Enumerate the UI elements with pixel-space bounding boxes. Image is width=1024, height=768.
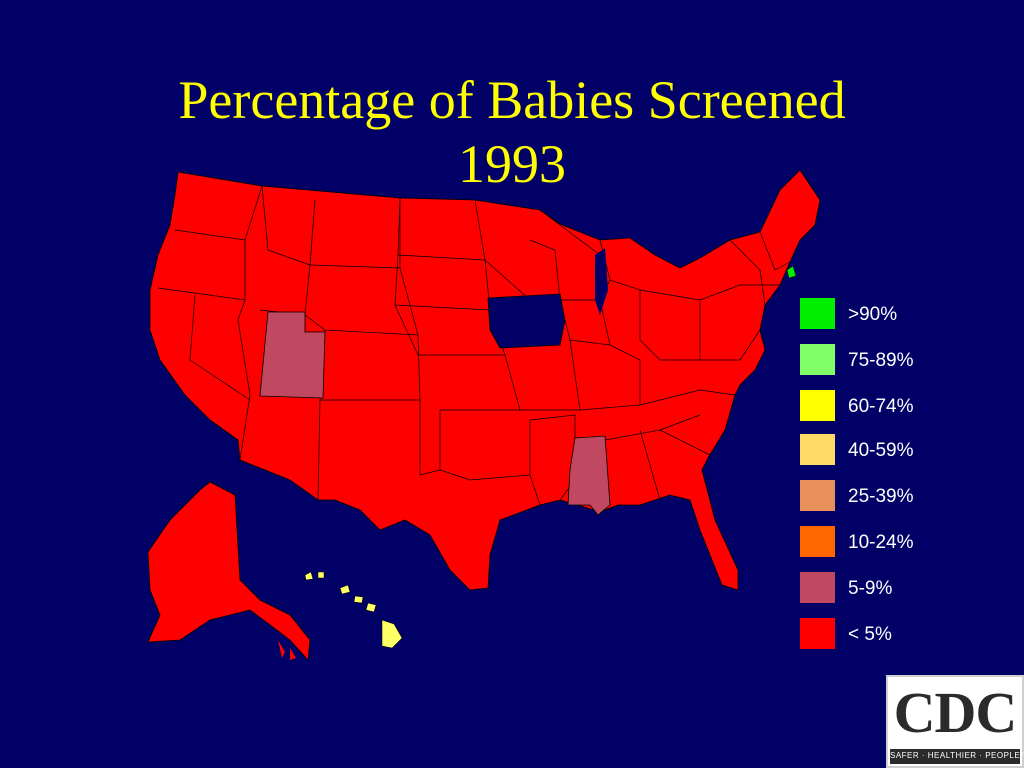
lake-michigan [595, 248, 608, 315]
state-rhode-island [786, 265, 797, 279]
state-iowa [487, 293, 566, 349]
cdc-logo-text: CDC [893, 680, 1018, 745]
legend-label: >90% [848, 304, 898, 325]
state-alaska [147, 481, 311, 661]
legend-label: 25-39% [848, 486, 914, 507]
state-mississippi [567, 435, 611, 516]
cdc-logo: CDC SAFER · HEALTHIER · PEOPLE™ [886, 675, 1024, 768]
state-utah [259, 311, 326, 399]
legend-label: 75-89% [848, 350, 914, 371]
legend-label: 10-24% [848, 532, 914, 553]
title-line-1: Percentage of Babies Screened [178, 70, 846, 130]
legend-swatch [800, 480, 835, 511]
legend-swatch [800, 298, 835, 329]
legend-label: 40-59% [848, 440, 914, 461]
cdc-tagline: SAFER · HEALTHIER · PEOPLE™ [890, 751, 1024, 760]
legend-label: 5-9% [848, 578, 893, 599]
legend-swatch [800, 572, 835, 603]
legend-label: 60-74% [848, 396, 914, 417]
legend-swatch [800, 390, 835, 421]
legend-swatch [800, 618, 835, 649]
legend-swatch [800, 434, 835, 465]
legend-swatch [800, 526, 835, 557]
cdc-tagline-bar: SAFER · HEALTHIER · PEOPLE™ [890, 749, 1024, 764]
contiguous-us-outline [149, 169, 821, 591]
title-line-2: 1993 [458, 134, 566, 194]
map-title: Percentage of Babies Screened 1993 [0, 68, 1024, 196]
state-hawaii [304, 571, 403, 649]
legend-label: < 5% [848, 624, 892, 645]
legend-swatch [800, 344, 835, 375]
